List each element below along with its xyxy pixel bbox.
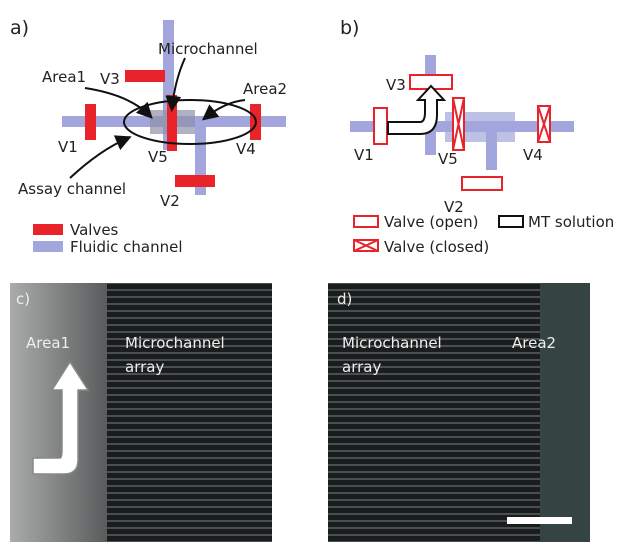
micrograph-area (540, 283, 590, 542)
scale-bar (507, 517, 572, 524)
valve-label: V4 (523, 146, 543, 164)
valve-open (461, 176, 503, 191)
valve-label: V3 (386, 76, 406, 94)
valve-cross (452, 97, 465, 151)
arrow (201, 99, 246, 121)
callout: Assay channel (18, 180, 126, 198)
valve-cross (537, 105, 551, 143)
image-label: array (342, 358, 381, 376)
valve (85, 104, 96, 140)
legend-swatch (33, 224, 63, 235)
image-label: array (125, 358, 164, 376)
valve-label: V2 (444, 198, 464, 216)
fluidic-channel (195, 127, 206, 195)
image-label: Microchannel (342, 334, 442, 352)
callout: Area2 (243, 80, 287, 98)
panel-label: d) (337, 290, 352, 308)
flow-arrow (32, 360, 90, 475)
callout: Area1 (42, 68, 86, 86)
panel-label: b) (340, 17, 359, 39)
fluidic-channel (486, 132, 497, 170)
legend-cross (353, 239, 379, 252)
legend-label: Valve (open) (384, 213, 478, 231)
legend-label: Valve (closed) (384, 238, 489, 256)
valve-label: V1 (354, 146, 374, 164)
ellipse (123, 99, 257, 145)
valve (125, 70, 165, 82)
panel-label: a) (10, 17, 29, 39)
micrograph-area (10, 283, 107, 542)
legend-swatch (498, 215, 524, 228)
legend-swatch (33, 241, 63, 252)
valve-closed (452, 97, 465, 151)
valve-label: V5 (148, 148, 168, 166)
legend-label: Fluidic channel (70, 238, 183, 256)
callout: Microchannel (158, 40, 258, 58)
arrow (84, 87, 153, 119)
panel-label: c) (16, 290, 30, 308)
legend-swatch (353, 215, 379, 228)
arrow (165, 57, 186, 112)
valve (167, 95, 177, 151)
valve-label: V3 (100, 70, 120, 88)
flow-arrow (387, 84, 447, 135)
image-label: Area2 (512, 334, 556, 352)
valve-label: V1 (58, 138, 78, 156)
legend-label: MT solution (528, 213, 614, 231)
image-label: Area1 (26, 334, 70, 352)
valve-open (373, 107, 388, 145)
valve-closed (537, 105, 551, 143)
valve-label: V2 (160, 192, 180, 210)
valve-label: V4 (236, 140, 256, 158)
image-label: Microchannel (125, 334, 225, 352)
fluidic-channel (163, 20, 174, 150)
valve-label: V5 (438, 150, 458, 168)
legend-label: Valves (70, 221, 119, 239)
arrow (69, 135, 132, 179)
valve (175, 175, 215, 187)
